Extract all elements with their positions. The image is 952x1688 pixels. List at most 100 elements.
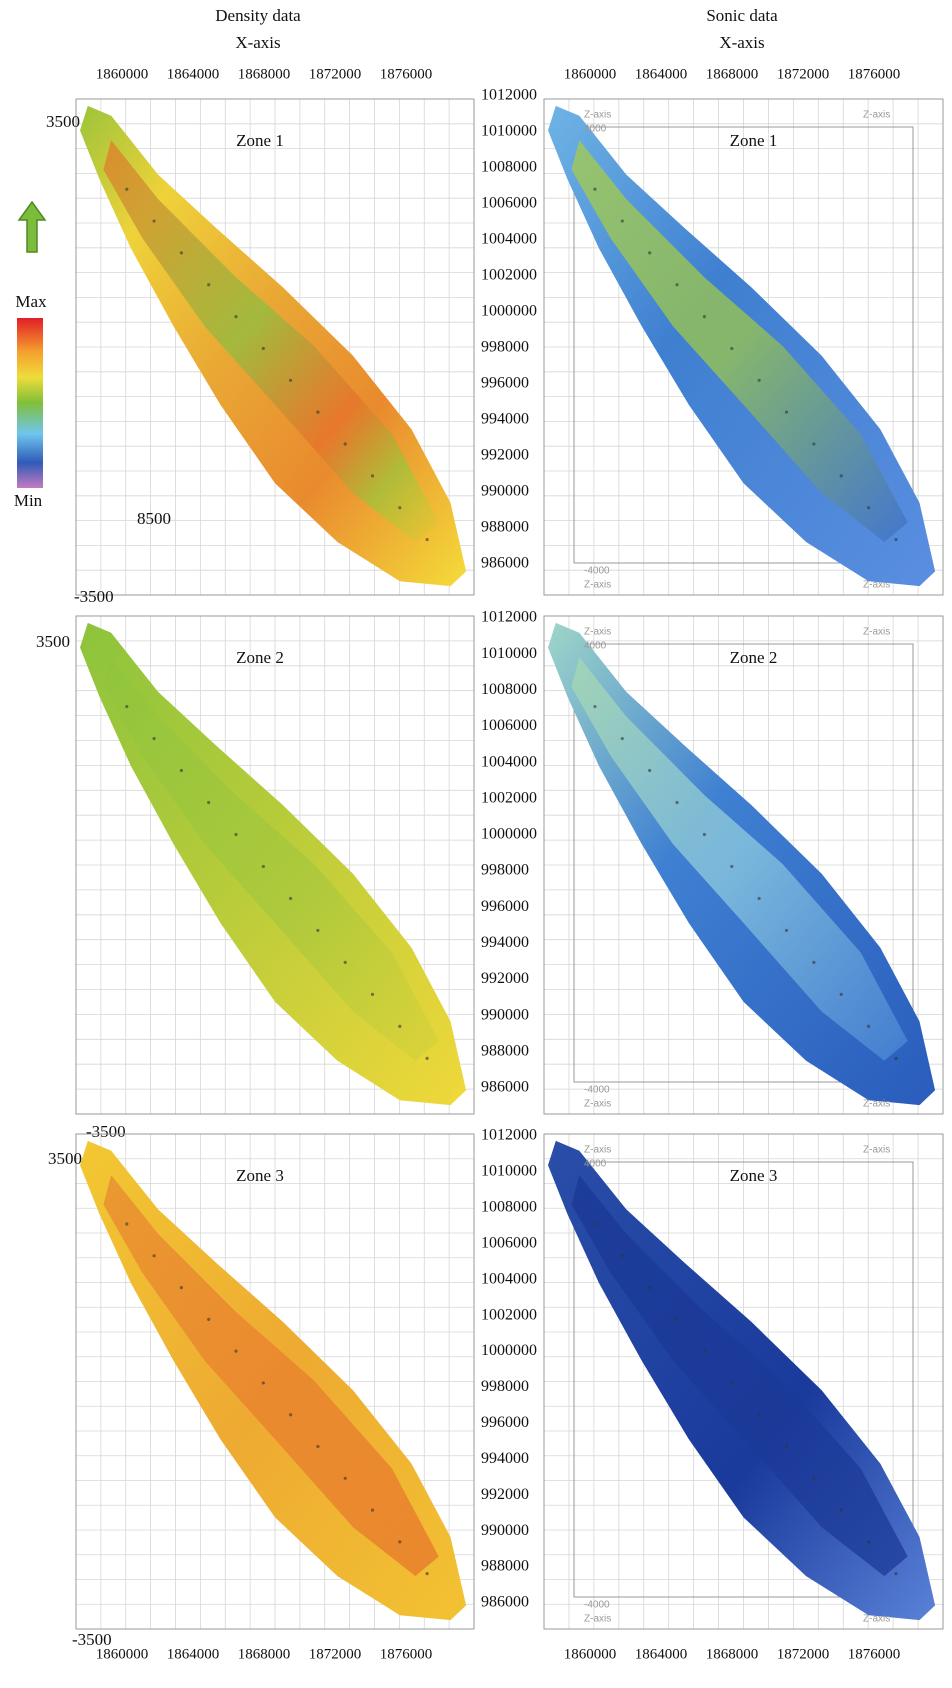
arrow-icon bbox=[19, 202, 45, 252]
well-dot bbox=[234, 833, 237, 836]
property-core bbox=[572, 657, 908, 1060]
well-dot bbox=[867, 506, 870, 509]
panel bbox=[76, 616, 474, 1114]
y-tick-label: 996000 bbox=[481, 898, 529, 915]
property-core bbox=[103, 140, 438, 542]
well-dot bbox=[316, 411, 319, 414]
x-tick-label: 1864000 bbox=[167, 1646, 220, 1662]
x-tick-label: 1876000 bbox=[848, 1646, 901, 1662]
y-tick-label: 996000 bbox=[481, 1414, 529, 1431]
well-dot bbox=[840, 993, 843, 996]
box-label: -4000 bbox=[584, 1600, 610, 1611]
well-dot bbox=[207, 801, 210, 804]
y-tick-label: 992000 bbox=[481, 1486, 529, 1503]
well-dot bbox=[730, 865, 733, 868]
well-dot bbox=[593, 1222, 596, 1225]
z-tick-label: 8500 bbox=[137, 509, 171, 528]
well-dot bbox=[426, 1572, 429, 1575]
y-tick-label: 988000 bbox=[481, 1558, 529, 1575]
y-tick-label: 994000 bbox=[481, 1450, 529, 1467]
y-tick-label: 1000000 bbox=[481, 1342, 537, 1359]
y-tick-label: 992000 bbox=[481, 447, 529, 464]
page: Density data X-axis Sonic data X-axis Ma… bbox=[0, 0, 952, 1688]
y-tick-label: 988000 bbox=[481, 1043, 529, 1060]
well-dot bbox=[316, 929, 319, 932]
well-dot bbox=[648, 1286, 651, 1289]
panel bbox=[76, 99, 474, 595]
y-tick-label: 986000 bbox=[481, 555, 529, 572]
well-dot bbox=[703, 1350, 706, 1353]
x-tick-label: 1868000 bbox=[238, 66, 291, 82]
well-dot bbox=[812, 961, 815, 964]
y-tick-label: 998000 bbox=[481, 1378, 529, 1395]
panel bbox=[544, 1134, 943, 1629]
y-tick-label: 998000 bbox=[481, 862, 529, 879]
well-dot bbox=[812, 1477, 815, 1480]
panel bbox=[544, 616, 943, 1114]
panel bbox=[76, 1134, 474, 1629]
box-label: Z-axis bbox=[863, 580, 890, 591]
well-dot bbox=[153, 1254, 156, 1257]
x-tick-label: 1860000 bbox=[564, 66, 617, 82]
well-dot bbox=[758, 897, 761, 900]
box-label: Z-axis bbox=[584, 110, 611, 121]
well-dot bbox=[398, 1025, 401, 1028]
x-tick-label: 1868000 bbox=[238, 1646, 291, 1662]
well-dot bbox=[621, 219, 624, 222]
z-tick-label: -3500 bbox=[86, 1122, 126, 1141]
y-tick-label: 996000 bbox=[481, 375, 529, 392]
well-dot bbox=[371, 474, 374, 477]
z-tick-label: 3500 bbox=[46, 112, 80, 131]
well-dot bbox=[180, 1286, 183, 1289]
y-tick-label: 1002000 bbox=[481, 789, 537, 806]
y-tick-label: 998000 bbox=[481, 339, 529, 356]
well-dot bbox=[593, 188, 596, 191]
well-dot bbox=[730, 347, 733, 350]
y-tick-label: 1012000 bbox=[481, 1127, 537, 1144]
z-tick-label: 3500 bbox=[48, 1149, 82, 1168]
well-dot bbox=[207, 283, 210, 286]
box-label: Z-axis bbox=[863, 1614, 890, 1625]
box-label: Z-axis bbox=[584, 1614, 611, 1625]
well-dot bbox=[758, 1413, 761, 1416]
well-dot bbox=[371, 1508, 374, 1511]
y-tick-label: 1012000 bbox=[481, 87, 537, 104]
well-dot bbox=[593, 705, 596, 708]
well-dot bbox=[426, 538, 429, 541]
well-dot bbox=[234, 315, 237, 318]
column-titles: Density data X-axis Sonic data X-axis bbox=[215, 6, 778, 52]
z-tick-label: -3500 bbox=[74, 587, 114, 606]
well-dot bbox=[398, 1540, 401, 1543]
well-dot bbox=[785, 1445, 788, 1448]
well-dot bbox=[289, 1413, 292, 1416]
y-tick-label: 992000 bbox=[481, 970, 529, 987]
well-dot bbox=[648, 251, 651, 254]
box-label: Z-axis bbox=[584, 1099, 611, 1110]
box-label: -4000 bbox=[584, 1085, 610, 1096]
x-tick-label: 1876000 bbox=[380, 1646, 433, 1662]
well-dot bbox=[234, 1350, 237, 1353]
zone-label: Zone 1 bbox=[236, 131, 284, 150]
well-dot bbox=[648, 769, 651, 772]
x-tick-label: 1864000 bbox=[167, 66, 220, 82]
x-tick-label: 1868000 bbox=[706, 66, 759, 82]
well-dot bbox=[785, 929, 788, 932]
well-dot bbox=[812, 442, 815, 445]
axis-title: X-axis bbox=[719, 33, 764, 52]
well-dot bbox=[621, 1254, 624, 1257]
well-dot bbox=[675, 283, 678, 286]
well-dot bbox=[758, 379, 761, 382]
y-tick-label: 1008000 bbox=[481, 1199, 537, 1216]
property-core bbox=[572, 140, 908, 542]
well-dot bbox=[371, 993, 374, 996]
box-label: -4000 bbox=[584, 566, 610, 577]
zone-label: Zone 1 bbox=[730, 131, 778, 150]
y-tick-label: 990000 bbox=[481, 1006, 529, 1023]
y-tick-label: 1008000 bbox=[481, 159, 537, 176]
well-dot bbox=[316, 1445, 319, 1448]
well-dot bbox=[703, 315, 706, 318]
x-tick-label: 1872000 bbox=[309, 1646, 362, 1662]
well-dot bbox=[840, 474, 843, 477]
x-tick-label: 1860000 bbox=[96, 66, 149, 82]
well-dot bbox=[894, 1057, 897, 1060]
